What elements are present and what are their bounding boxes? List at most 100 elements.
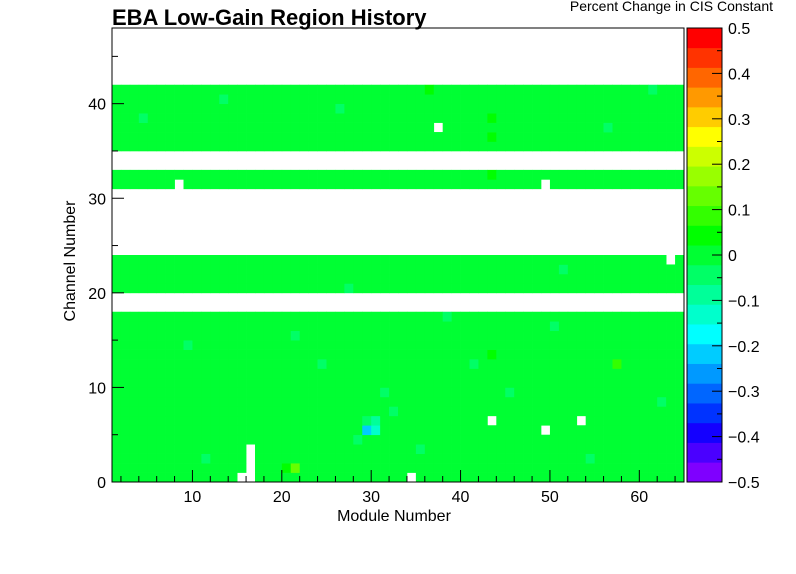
- heatmap-cell: [603, 311, 613, 322]
- heatmap-cell: [281, 255, 292, 265]
- heatmap-cell: [487, 434, 497, 445]
- heatmap-cell: [281, 444, 292, 454]
- heatmap-cell: [165, 321, 175, 332]
- heatmap-cell: [165, 94, 175, 105]
- heatmap-cell: [299, 359, 309, 369]
- heatmap-cell: [675, 425, 685, 436]
- heatmap-cell: [129, 425, 140, 436]
- heatmap-cell: [657, 321, 667, 332]
- heatmap-cell: [541, 453, 551, 464]
- heatmap-cell: [138, 141, 149, 152]
- heatmap-cell: [156, 377, 166, 388]
- heatmap-cell: [505, 396, 515, 407]
- heatmap-cell: [174, 349, 184, 360]
- heatmap-cell: [246, 359, 256, 369]
- heatmap-cell: [415, 179, 426, 190]
- heatmap-cell: [219, 434, 229, 445]
- heatmap-cell: [272, 113, 283, 123]
- heatmap-cell: [192, 113, 202, 123]
- heatmap-cell: [272, 434, 283, 445]
- heatmap-cell: [514, 425, 524, 436]
- heatmap-cell: [630, 264, 640, 275]
- heatmap-cell: [603, 255, 613, 265]
- heatmap-cell: [120, 368, 131, 379]
- heatmap-cell: [567, 283, 578, 294]
- heatmap-cell: [353, 340, 363, 350]
- heatmap-cell: [255, 359, 265, 369]
- heatmap-cell: [120, 94, 131, 105]
- heatmap-cell: [183, 283, 193, 294]
- heatmap-cell: [228, 283, 238, 294]
- heatmap-cell: [362, 255, 372, 265]
- heatmap-cell: [389, 396, 399, 407]
- heatmap-cell: [219, 340, 229, 350]
- heatmap-cell: [201, 122, 211, 133]
- heatmap-cell: [255, 84, 265, 95]
- heatmap-cell: [612, 444, 622, 454]
- heatmap-cell: [469, 132, 479, 142]
- heatmap-cell: [567, 415, 578, 426]
- heatmap-cell: [362, 396, 372, 407]
- heatmap-cell: [478, 264, 488, 275]
- heatmap-cell: [558, 122, 569, 133]
- heatmap-cell: [594, 132, 604, 142]
- heatmap-cell: [380, 132, 390, 142]
- heatmap-cell: [183, 103, 193, 114]
- heatmap-cell: [424, 103, 435, 114]
- heatmap-cell: [362, 84, 372, 95]
- colorbar-tick-label: 0.5: [728, 21, 750, 38]
- heatmap-cell: [263, 273, 274, 284]
- colorbar-tick-label: 0.1: [728, 203, 750, 220]
- heatmap-cell: [567, 273, 578, 284]
- heatmap-cell: [549, 103, 560, 114]
- heatmap-cell: [362, 453, 372, 464]
- heatmap-cell: [532, 434, 542, 445]
- heatmap-cell: [335, 141, 345, 152]
- heatmap-cell: [603, 359, 613, 369]
- heatmap-cell: [246, 377, 256, 388]
- heatmap-cell: [630, 330, 640, 341]
- heatmap-cell: [541, 132, 551, 142]
- heatmap-cell: [648, 113, 658, 123]
- heatmap-cell: [406, 359, 417, 369]
- heatmap-cell: [335, 321, 345, 332]
- heatmap-cell: [630, 453, 640, 464]
- heatmap-cell: [371, 103, 381, 114]
- heatmap-cell: [451, 84, 461, 95]
- heatmap-cell: [263, 255, 274, 265]
- heatmap-cell: [514, 340, 524, 350]
- heatmap-cell: [675, 321, 685, 332]
- colorbar-swatch: [687, 383, 722, 404]
- heatmap-cell: [567, 113, 578, 123]
- heatmap-cell: [228, 179, 238, 190]
- heatmap-cell: [246, 179, 256, 190]
- heatmap-cell: [263, 94, 274, 105]
- heatmap-cell: [156, 84, 166, 95]
- heatmap-cell: [639, 179, 649, 190]
- heatmap-cell: [228, 359, 238, 369]
- heatmap-cell: [246, 330, 256, 341]
- heatmap-cell: [398, 94, 408, 105]
- heatmap-cell: [237, 406, 247, 417]
- heatmap-cell: [138, 255, 149, 265]
- heatmap-cell: [237, 321, 247, 332]
- heatmap-cell: [487, 453, 497, 464]
- heatmap-cell: [210, 387, 220, 398]
- heatmap-cell: [290, 453, 301, 464]
- heatmap-cell: [603, 330, 613, 341]
- heatmap-cell: [174, 122, 184, 133]
- heatmap-cell: [451, 463, 461, 473]
- heatmap-cell: [603, 94, 613, 105]
- heatmap-cell: [630, 311, 640, 322]
- heatmap-cell: [532, 311, 542, 322]
- heatmap-cell: [549, 406, 560, 417]
- heatmap-cell: [210, 84, 220, 95]
- heatmap-cell: [362, 359, 372, 369]
- heatmap-cell: [567, 255, 578, 265]
- heatmap-cell: [648, 396, 658, 407]
- heatmap-cell: [371, 415, 381, 426]
- heatmap-cell: [523, 463, 533, 473]
- heatmap-cell: [585, 179, 595, 190]
- heatmap-cell: [585, 283, 595, 294]
- heatmap-cell: [201, 132, 211, 142]
